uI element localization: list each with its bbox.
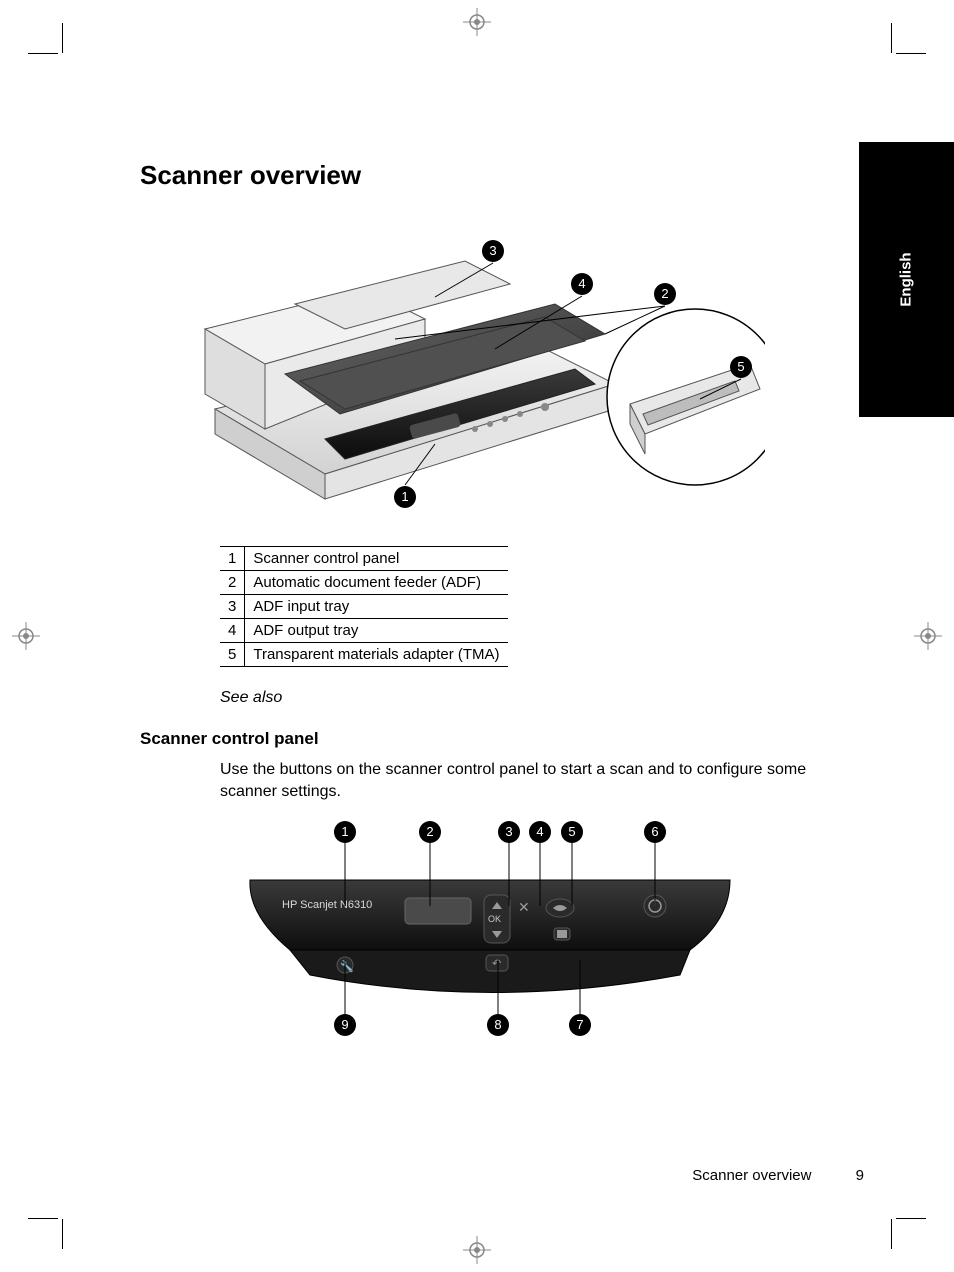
legend-row: 3ADF input tray (220, 595, 508, 619)
callout-7: 7 (569, 1014, 591, 1036)
registration-mark (463, 1236, 491, 1264)
svg-text:🔧: 🔧 (340, 959, 354, 973)
legend-num: 1 (220, 547, 245, 571)
registration-mark (12, 622, 40, 650)
callout-1: 1 (334, 821, 356, 843)
legend-label: Scanner control panel (245, 547, 508, 571)
svg-text:4: 4 (536, 824, 543, 839)
figure-1-legend: 1Scanner control panel2Automatic documen… (220, 546, 508, 667)
registration-mark (914, 622, 942, 650)
svg-text:2: 2 (426, 824, 433, 839)
registration-mark (463, 8, 491, 36)
callout-6: 6 (644, 821, 666, 843)
crop-mark (896, 1218, 926, 1219)
svg-text:3: 3 (505, 824, 512, 839)
callout-4: 4 (529, 821, 551, 843)
control-panel-description: Use the buttons on the scanner control p… (220, 759, 840, 802)
heading-1: Scanner overview (140, 160, 840, 191)
legend-row: 2Automatic document feeder (ADF) (220, 571, 508, 595)
crop-mark (896, 53, 926, 54)
crop-mark (28, 1218, 58, 1219)
svg-text:3: 3 (489, 243, 496, 258)
crop-mark (891, 23, 892, 53)
heading-2: Scanner control panel (140, 729, 840, 749)
manual-page: English Scanner overview (0, 0, 954, 1272)
callout-1: 1 (394, 486, 416, 508)
legend-label: Automatic document feeder (ADF) (245, 571, 508, 595)
svg-text:✕: ✕ (518, 899, 530, 915)
svg-text:6: 6 (651, 824, 658, 839)
page-content: Scanner overview (140, 160, 840, 1045)
crop-mark (891, 1219, 892, 1249)
legend-label: ADF output tray (245, 619, 508, 643)
crop-mark (62, 1219, 63, 1249)
language-tab: English (859, 142, 954, 417)
callout-2: 2 (654, 283, 676, 305)
svg-text:8: 8 (494, 1017, 501, 1032)
svg-text:7: 7 (576, 1017, 583, 1032)
legend-num: 4 (220, 619, 245, 643)
language-label: English (898, 252, 915, 306)
callout-8: 8 (487, 1014, 509, 1036)
legend-num: 5 (220, 643, 245, 667)
see-also-label: See also (220, 689, 840, 707)
svg-text:1: 1 (401, 489, 408, 504)
svg-text:1: 1 (341, 824, 348, 839)
callout-5: 5 (730, 356, 752, 378)
svg-text:4: 4 (578, 276, 585, 291)
svg-text:↶: ↶ (492, 958, 501, 970)
callout-4: 4 (571, 273, 593, 295)
footer-page-number: 9 (856, 1167, 864, 1184)
callout-3: 3 (482, 240, 504, 262)
crop-mark (62, 23, 63, 53)
legend-label: Transparent materials adapter (TMA) (245, 643, 508, 667)
scanner-overview-figure: 1 2 3 4 5 (175, 219, 840, 534)
panel-model-label: HP Scanjet N6310 (282, 899, 372, 911)
legend-row: 1Scanner control panel (220, 547, 508, 571)
svg-text:5: 5 (737, 359, 744, 374)
callout-3: 3 (498, 821, 520, 843)
callout-2: 2 (419, 821, 441, 843)
svg-text:9: 9 (341, 1017, 348, 1032)
legend-row: 4ADF output tray (220, 619, 508, 643)
svg-text:2: 2 (661, 286, 668, 301)
page-footer: Scanner overview 9 (692, 1167, 864, 1184)
callout-9: 9 (334, 1014, 356, 1036)
legend-label: ADF input tray (245, 595, 508, 619)
callout-5: 5 (561, 821, 583, 843)
control-panel-figure: HP Scanjet N6310 OK ↶ ✕ (240, 820, 840, 1045)
legend-num: 2 (220, 571, 245, 595)
svg-text:5: 5 (568, 824, 575, 839)
svg-text:OK: OK (488, 914, 501, 924)
crop-mark (28, 53, 58, 54)
legend-row: 5Transparent materials adapter (TMA) (220, 643, 508, 667)
footer-section-name: Scanner overview (692, 1167, 811, 1184)
legend-num: 3 (220, 595, 245, 619)
